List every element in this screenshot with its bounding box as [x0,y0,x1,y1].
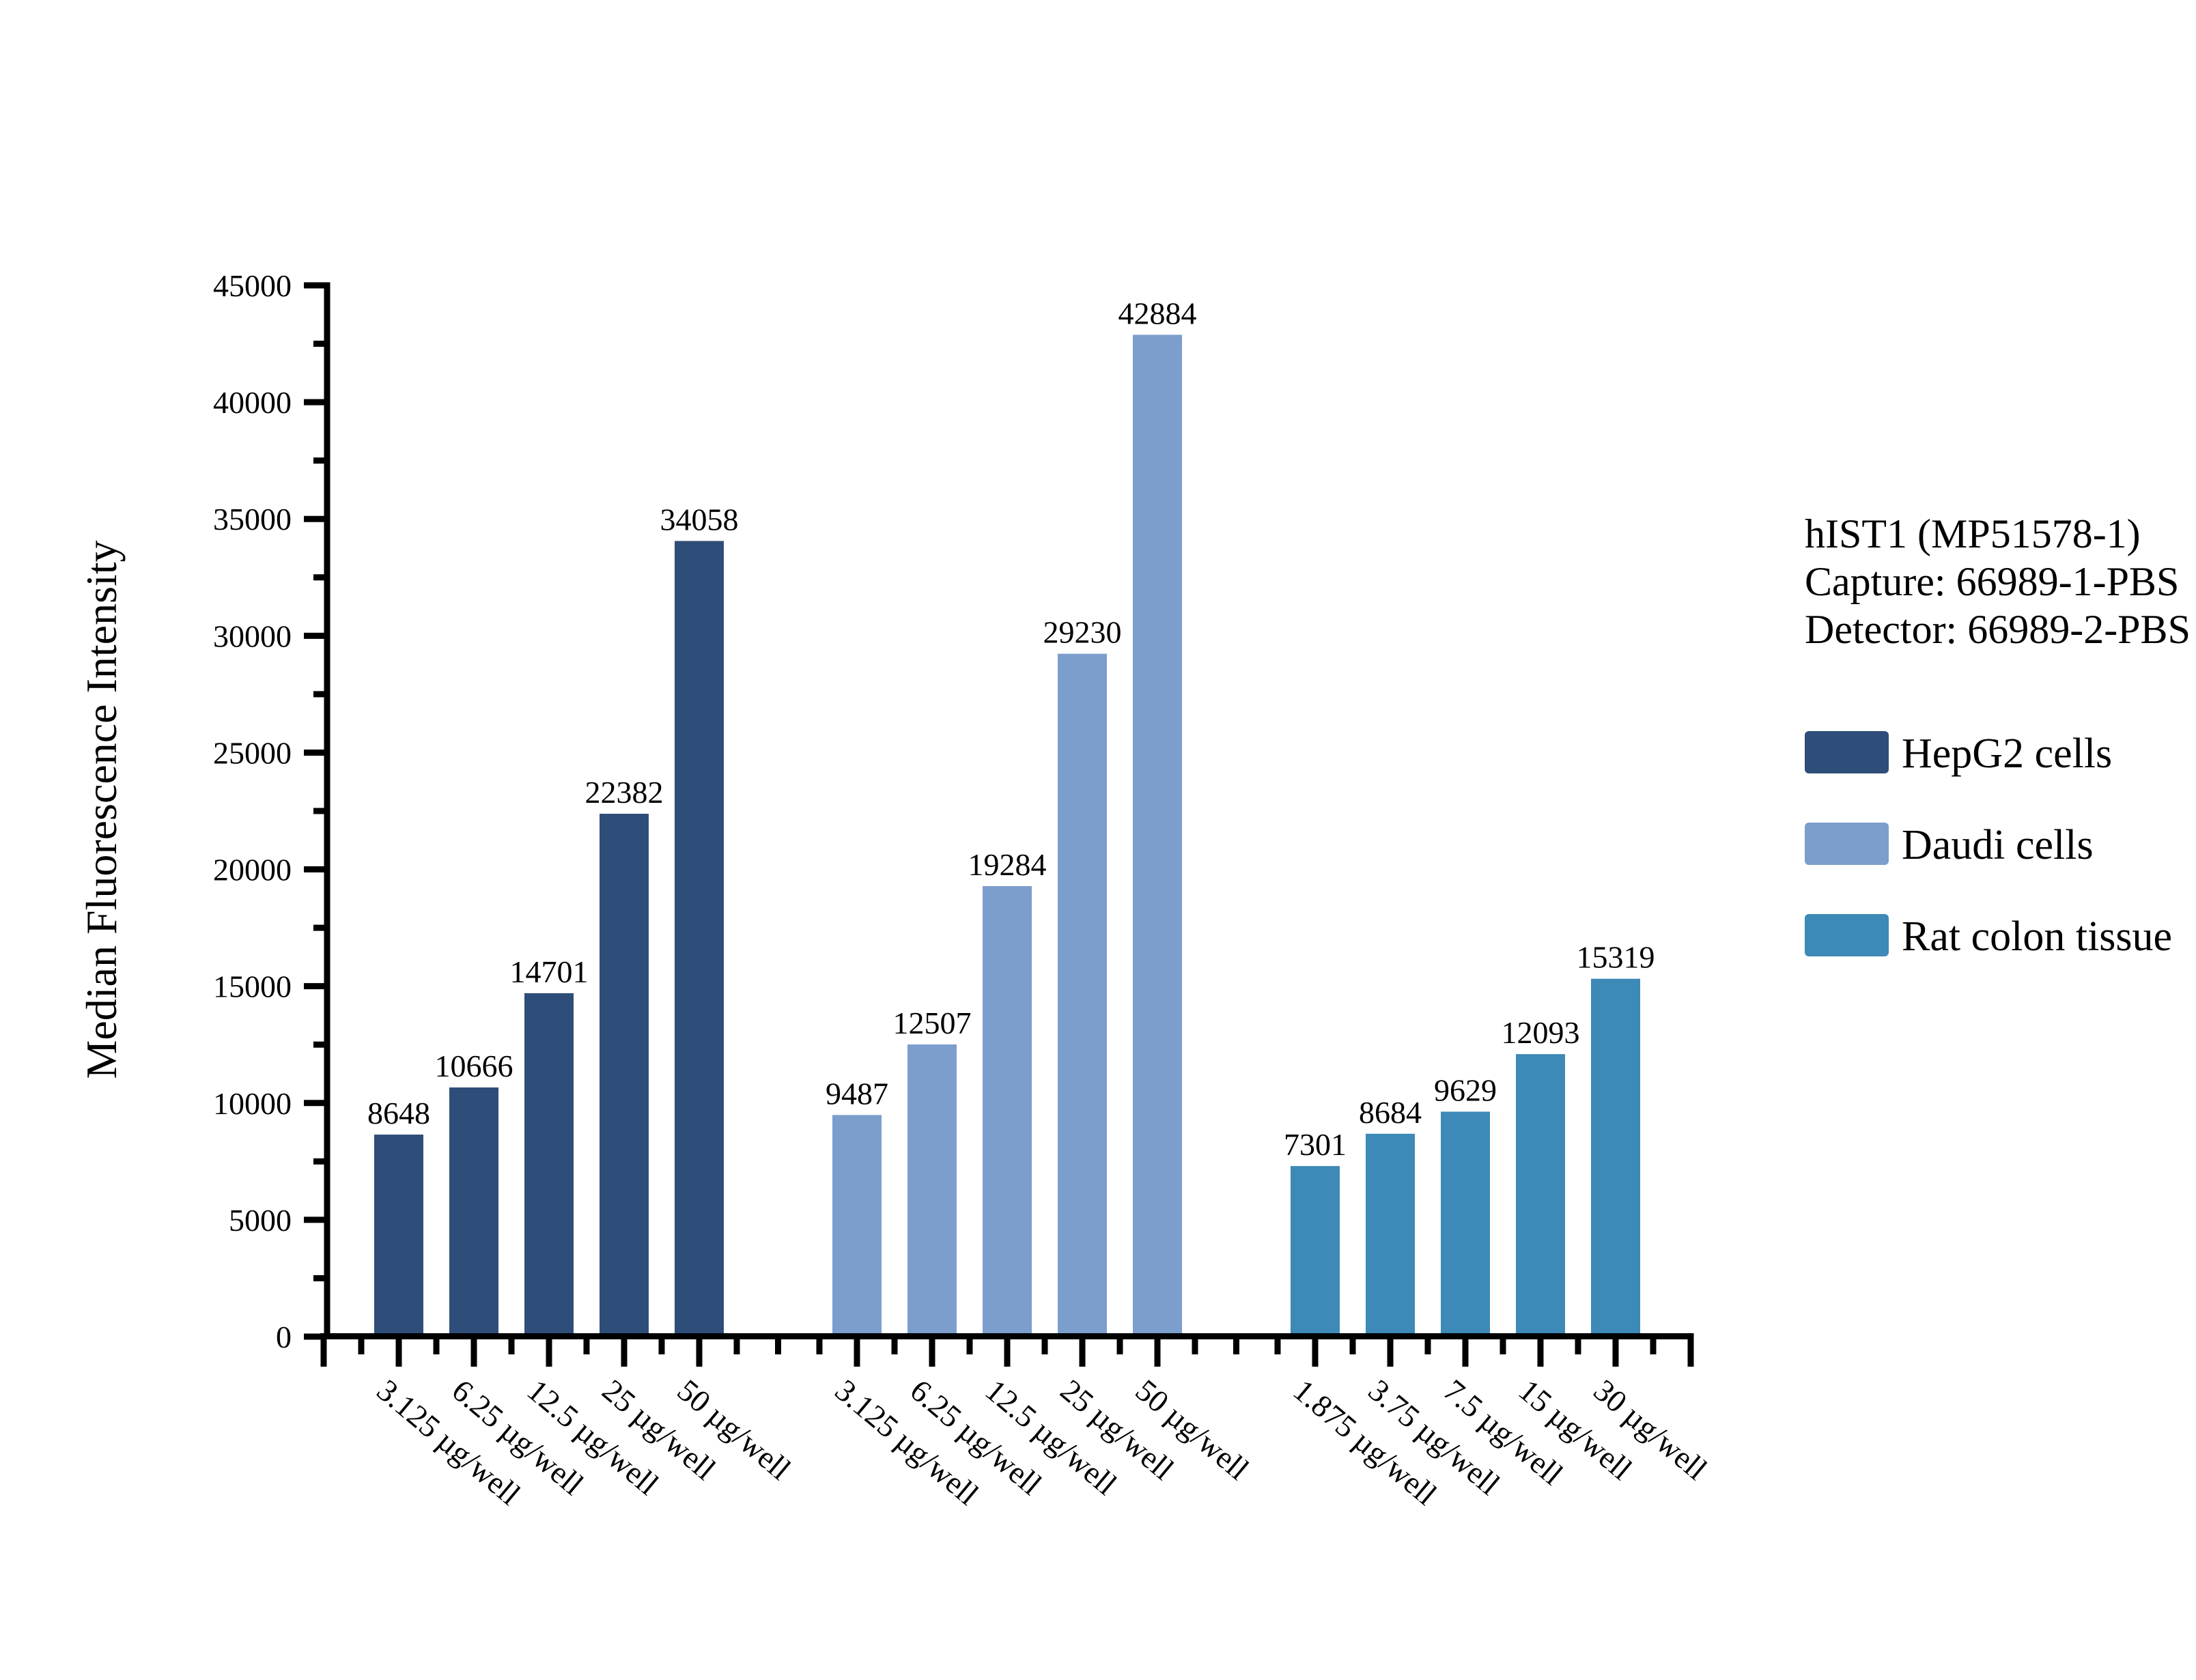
bar [1133,334,1182,1337]
bar [1291,1166,1340,1337]
bar [1441,1111,1490,1337]
bar [1591,978,1640,1337]
bar [832,1115,882,1337]
annotation-line-1: hIST1 (MP51578-1) [1805,511,2141,556]
bar [600,814,649,1337]
y-tick-label: 5000 [229,1203,292,1238]
bar-value-label: 8684 [1359,1095,1422,1130]
annotation-line-2: Capture: 66989-1-PBS [1805,559,2179,604]
legend-swatch-hepg2 [1805,731,1889,773]
y-tick-label: 40000 [213,385,292,420]
y-tick-label: 35000 [213,502,292,537]
bar-value-label: 22382 [585,775,664,810]
bar-value-label: 14701 [510,954,589,989]
legend-swatch-daudi [1805,823,1889,865]
bar [983,886,1032,1337]
bar-value-label: 19284 [968,847,1047,882]
y-axis-ticks [304,282,324,1340]
y-axis-labels: 0 5000 10000 15000 20000 25000 30000 35000 40000… [213,268,292,1354]
bar [675,541,724,1337]
legend-label-rat-colon: Rat colon tissue [1902,913,2172,960]
bar-value-label: 42884 [1118,296,1197,330]
bar-value-label: 29230 [1043,615,1122,650]
bar-value-label: 9487 [826,1076,888,1111]
y-axis-title: Median Fluorescence Intensity [77,540,126,1079]
y-tick-label: 45000 [213,268,292,303]
y-tick-label: 10000 [213,1086,292,1121]
y-tick-label: 15000 [213,969,292,1004]
bar-value-label: 34058 [660,502,739,537]
bar [1516,1054,1565,1337]
bar [907,1044,957,1337]
bar-value-label: 8648 [367,1096,430,1130]
bar-value-label: 9629 [1434,1072,1497,1107]
bar-value-label: 12093 [1502,1015,1580,1050]
y-tick-label: 25000 [213,735,292,770]
legend-label-hepg2: HepG2 cells [1902,730,2112,777]
bar [449,1087,498,1337]
y-tick-label: 30000 [213,618,292,653]
bar-value-label: 7301 [1284,1127,1347,1162]
bar [1366,1133,1415,1337]
legend: HepG2 cells Daudi cells Rat colon tissue [1805,730,2172,960]
y-tick-label: 20000 [213,853,292,887]
bar-value-label: 12507 [893,1006,972,1040]
annotation-line-3: Detector: 66989-2-PBS [1805,607,2191,652]
x-axis-ticks [320,1339,1694,1367]
bar [374,1135,423,1337]
legend-swatch-rat-colon [1805,914,1889,956]
y-tick-label: 0 [276,1320,292,1354]
legend-label-daudi: Daudi cells [1902,822,2094,868]
annotation-block: hIST1 (MP51578-1) Capture: 66989-1-PBS D… [1805,511,2191,652]
bar-value-label: 10666 [435,1049,513,1083]
bar-value-label: 15319 [1577,940,1655,975]
bar [524,993,574,1337]
bars-layer [374,334,1640,1337]
bar [1058,653,1107,1337]
